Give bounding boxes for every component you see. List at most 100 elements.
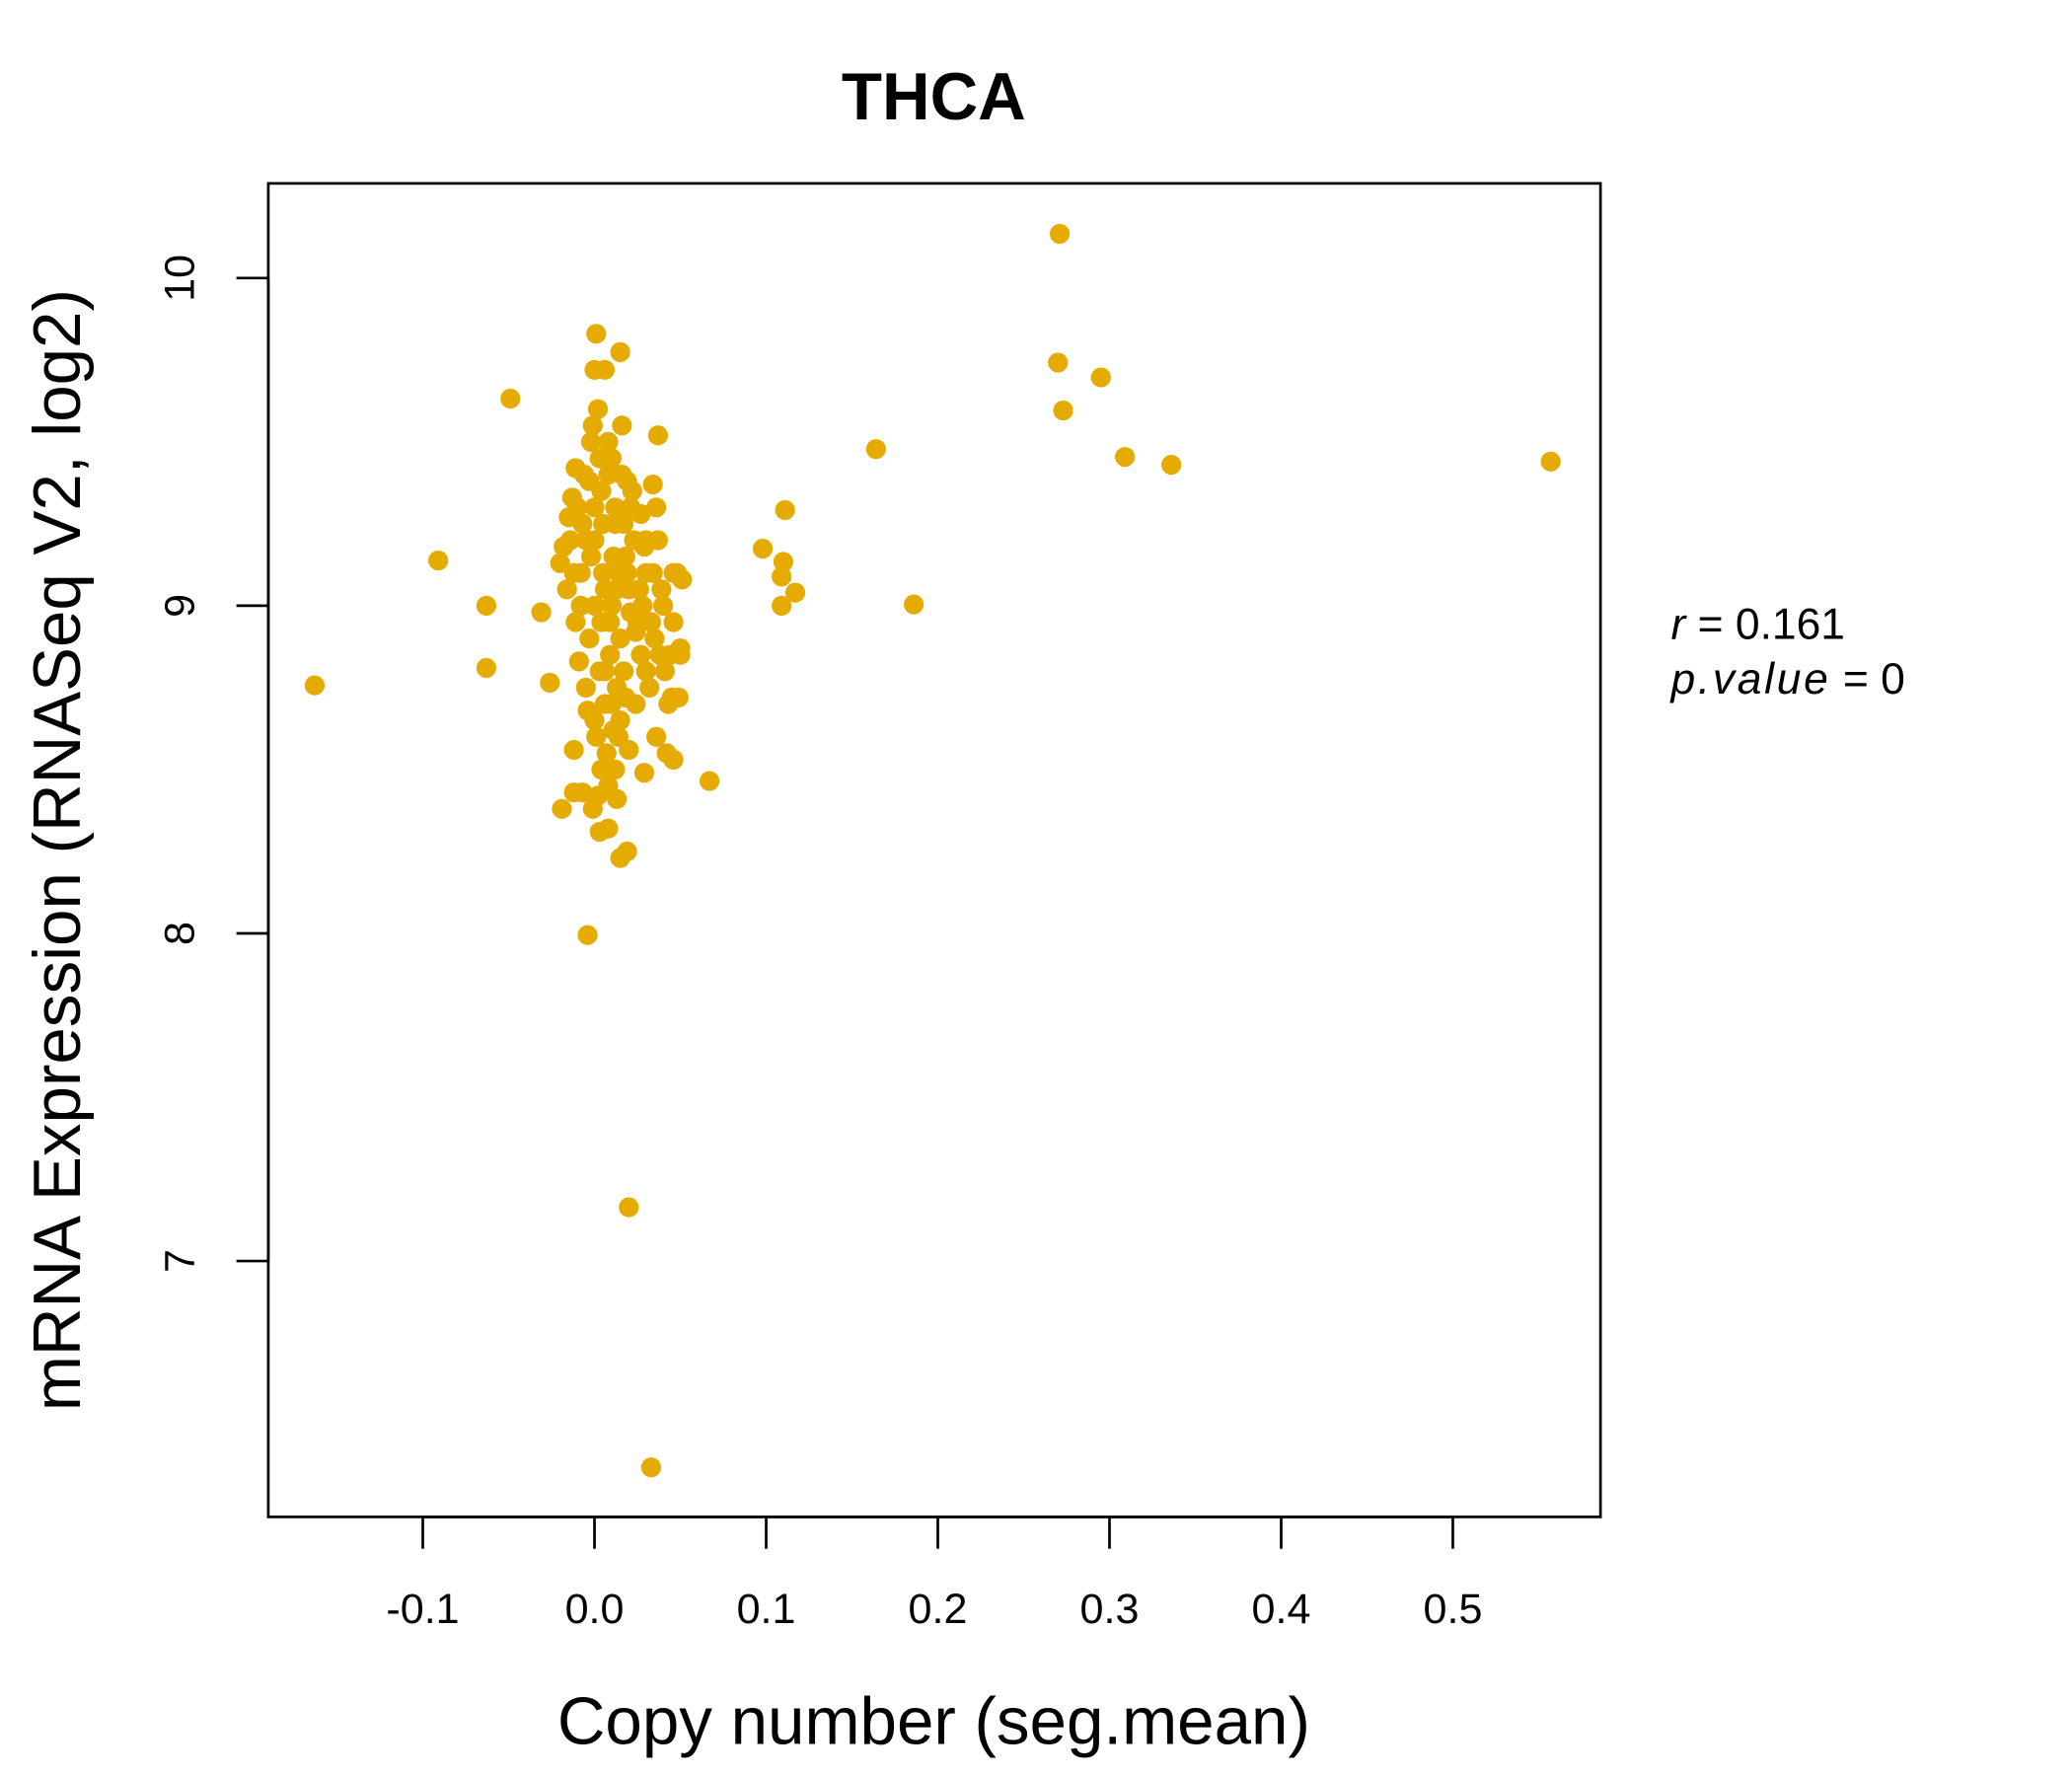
- data-point: [586, 324, 607, 344]
- data-point: [615, 687, 635, 707]
- data-point: [589, 821, 610, 843]
- data-point: [1090, 367, 1111, 388]
- data-point: [653, 595, 674, 617]
- data-point: [584, 497, 605, 518]
- data-point: [752, 539, 774, 559]
- x-tick-label: 0.5: [1424, 1586, 1483, 1633]
- x-tick-label: 0.3: [1080, 1586, 1140, 1633]
- data-point: [601, 595, 623, 617]
- data-point: [584, 595, 605, 617]
- data-point: [428, 550, 449, 571]
- data-point: [575, 677, 596, 699]
- data-point: [603, 547, 624, 567]
- data-point: [605, 497, 626, 518]
- x-tick-label: 0.0: [565, 1586, 625, 1633]
- y-tick-label: 10: [157, 255, 204, 302]
- data-point: [647, 425, 668, 446]
- data-point: [784, 582, 806, 603]
- r-annotation: r = 0.161: [1670, 601, 1845, 649]
- data-point: [639, 677, 660, 699]
- data-point: [561, 487, 582, 508]
- data-point: [646, 497, 667, 518]
- x-tick-label: 0.2: [909, 1586, 968, 1633]
- data-point: [550, 553, 570, 573]
- y-axis-label: mRNA Expression (RNASeq V2, log2): [21, 289, 95, 1411]
- data-point: [565, 458, 586, 479]
- data-point: [630, 503, 651, 525]
- data-point: [579, 471, 600, 491]
- data-point: [635, 661, 656, 682]
- data-point: [580, 431, 602, 452]
- data-point: [596, 743, 617, 764]
- data-point: [610, 341, 630, 362]
- data-point: [598, 431, 619, 452]
- p-annotation: p.value = 0: [1668, 655, 1904, 703]
- data-point: [613, 513, 634, 534]
- data-point: [563, 739, 584, 761]
- data-point: [1540, 451, 1561, 472]
- data-point: [633, 537, 655, 557]
- data-point: [600, 644, 621, 665]
- data-point: [598, 464, 619, 485]
- data-point: [633, 763, 655, 783]
- data-point: [591, 759, 612, 780]
- data-point: [610, 848, 630, 868]
- y-tick-label: 7: [157, 1249, 204, 1273]
- data-point: [584, 359, 605, 380]
- y-axis: 7 8 9 10: [157, 255, 270, 1273]
- x-axis-label: Copy number (seg.mean): [557, 1685, 1310, 1759]
- data-point: [600, 612, 621, 632]
- data-point: [642, 474, 663, 495]
- y-tick-label: 8: [157, 922, 204, 945]
- p-equals: =: [1843, 655, 1869, 703]
- data-point: [476, 595, 496, 617]
- data-point: [587, 785, 609, 806]
- data-point: [1053, 400, 1073, 421]
- data-point: [663, 612, 684, 632]
- data-point: [1048, 352, 1069, 373]
- data-point: [594, 661, 616, 682]
- data-point: [554, 537, 574, 557]
- data-point: [587, 399, 609, 419]
- data-point: [304, 675, 325, 696]
- x-tick-label: -0.1: [386, 1586, 459, 1633]
- data-point: [772, 595, 792, 617]
- r-label: r: [1670, 601, 1687, 649]
- x-tick-label: 0.4: [1252, 1586, 1311, 1633]
- data-point: [476, 657, 496, 679]
- data-point: [619, 739, 639, 761]
- data-point: [619, 1197, 639, 1218]
- data-point: [699, 771, 720, 791]
- data-point: [640, 1457, 662, 1478]
- data-point: [1115, 447, 1136, 468]
- data-point: [772, 566, 792, 587]
- points-layer: [304, 223, 1561, 1478]
- data-point: [661, 687, 682, 707]
- data-point: [629, 579, 649, 600]
- data-point: [613, 661, 634, 682]
- x-axis: -0.1 0.0 0.1 0.2 0.3 0.4 0.5: [386, 1516, 1483, 1633]
- data-point: [608, 562, 629, 583]
- data-point: [565, 612, 586, 632]
- plot-frame: [266, 182, 1602, 1518]
- chart-title: THCA: [842, 60, 1026, 134]
- data-point: [630, 644, 651, 665]
- data-point: [610, 629, 630, 649]
- data-point: [572, 782, 593, 803]
- data-point: [904, 594, 925, 615]
- data-point: [540, 672, 560, 694]
- data-point: [656, 743, 677, 764]
- data-point: [644, 629, 665, 649]
- data-point: [607, 579, 628, 600]
- x-tick-label: 0.1: [737, 1586, 796, 1633]
- data-point: [531, 602, 552, 623]
- data-point: [584, 710, 605, 731]
- data-point: [586, 726, 607, 747]
- data-point: [577, 925, 598, 945]
- data-point: [593, 513, 614, 534]
- p-value: 0: [1881, 655, 1905, 703]
- data-point: [666, 562, 688, 583]
- data-point: [646, 726, 667, 747]
- data-point: [580, 547, 602, 567]
